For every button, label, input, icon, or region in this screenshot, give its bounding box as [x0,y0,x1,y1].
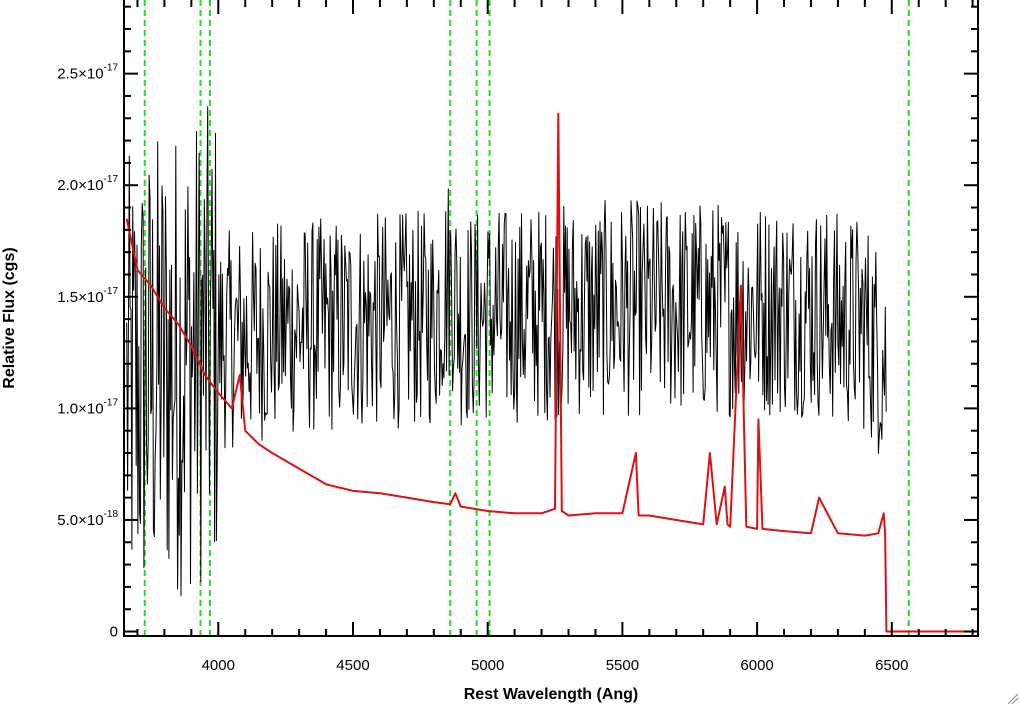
tick-labels: 4000 4500 5000 5500 6000 6500 0 5.0×10-18 1.0×10… [57,63,908,674]
x-tick-label: 4500 [336,657,369,674]
resize-grip[interactable] [1007,693,1019,705]
series-line-1 [125,112,978,633]
y-tick-label: 1.5×10-17 [57,286,118,306]
y-axis-label: Relative Flux (cgs) [1,247,18,388]
x-tick-label: 6000 [740,657,773,674]
series-layer [125,106,978,633]
x-tick-label: 6500 [875,657,908,674]
y-tick-label: 5.0×10-18 [57,509,118,529]
axis-ticks [124,0,978,636]
y-tick-label: 2.0×10-17 [57,174,118,194]
x-tick-label: 5500 [606,657,639,674]
series-line-0 [126,106,887,597]
plot-frame [123,0,979,637]
y-tick-label: 1.0×10-17 [57,397,118,417]
y-tick-label: 0 [110,624,118,641]
y-tick-label: 2.5×10-17 [57,63,118,83]
x-axis-label: Rest Wavelength (Ang) [464,686,639,703]
x-tick-label: 5000 [471,657,504,674]
x-tick-label: 4000 [202,657,235,674]
